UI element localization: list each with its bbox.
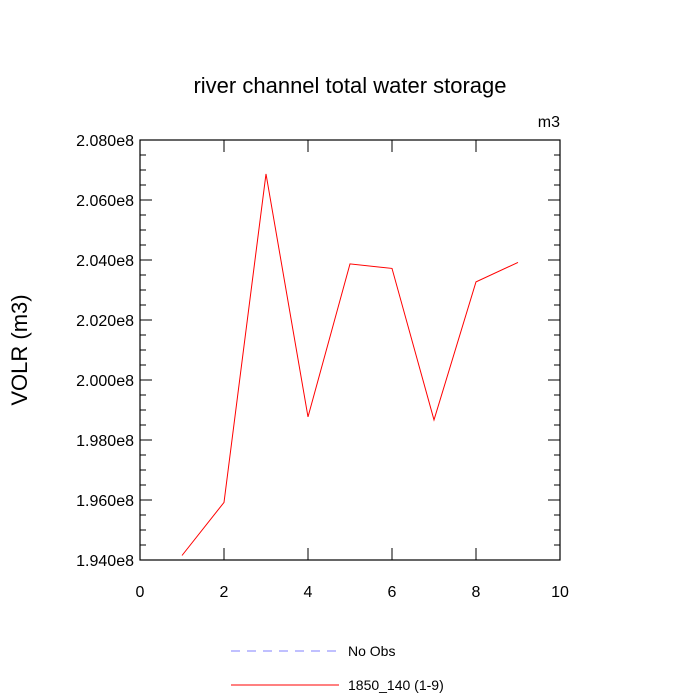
series-line [181,173,519,556]
legend-label: 1850_140 (1-9) [348,677,444,693]
chart-title: river channel total water storage [193,73,506,98]
legend-label: No Obs [348,643,395,659]
plot-area [181,173,519,556]
plot-frame [139,139,561,561]
y-tick-label: 2.000e8 [76,373,134,390]
y-axis-label: VOLR (m3) [7,294,32,405]
y-tick-label: 1.960e8 [76,493,134,510]
y-tick-label: 1.980e8 [76,433,134,450]
y-tick-label: 2.080e8 [76,133,134,150]
y-tick-label: 2.060e8 [76,193,134,210]
axis-ticks: 0 2 4 6 8 10 1.940e8 1.960e8 1.980e8 2.000e8 2.020… [76,133,569,601]
x-tick-label: 4 [304,584,313,601]
y-tick-label: 1.940e8 [76,553,134,570]
x-tick-label: 8 [472,584,481,601]
y-tick-label: 2.040e8 [76,253,134,270]
y-tick-label: 2.020e8 [76,313,134,330]
x-tick-label: 0 [136,584,145,601]
x-tick-label: 10 [551,584,569,601]
x-tick-label: 2 [220,584,229,601]
units-label: m3 [538,114,560,131]
x-tick-label: 6 [388,584,397,601]
legend: No Obs 1850_140 (1-9) [231,643,444,693]
